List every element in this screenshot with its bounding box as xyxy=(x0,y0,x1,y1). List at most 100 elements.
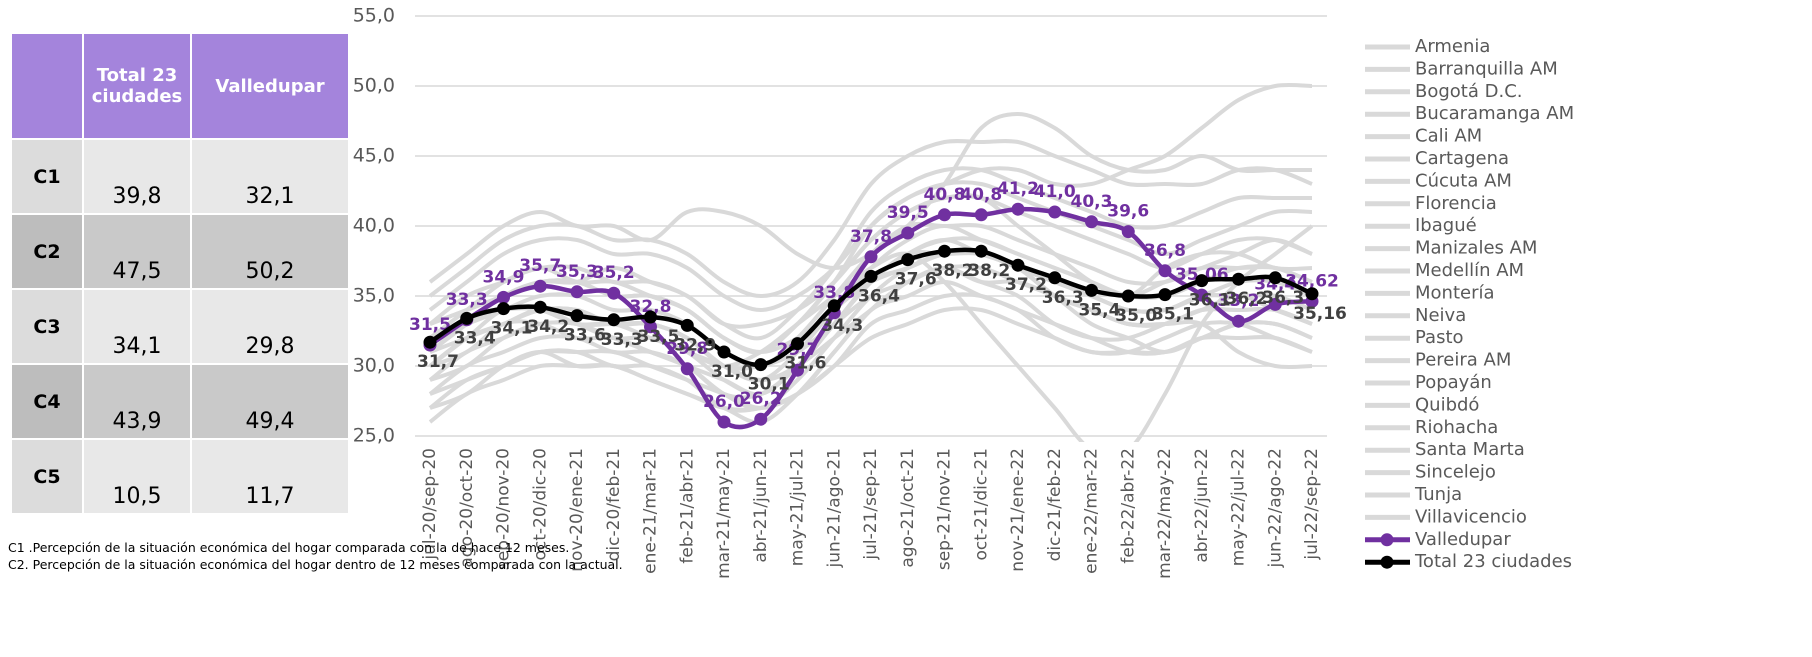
data-label: 26,2 xyxy=(740,389,782,409)
x-tick-label: may-22/jul-22 xyxy=(1229,448,1249,566)
y-tick-label: 55,0 xyxy=(353,5,395,27)
data-point xyxy=(1195,274,1209,288)
table-cell: C4 xyxy=(10,363,84,440)
data-label: 33,5 xyxy=(638,327,680,347)
data-label: 34,9 xyxy=(483,267,525,287)
data-point xyxy=(901,226,915,240)
legend-label: Tunja xyxy=(1414,484,1462,505)
x-tick-label: nov-21/ene-22 xyxy=(1008,448,1028,572)
data-label: 36,8 xyxy=(1144,241,1186,261)
x-tick-label: ago-21/oct-21 xyxy=(898,448,918,568)
x-tick-label: dic-20/feb-21 xyxy=(604,448,624,561)
x-tick-label: sep-20/nov-20 xyxy=(494,448,514,570)
x-tick-label: jun-21/ago-21 xyxy=(824,448,844,568)
data-point xyxy=(754,358,768,372)
legend-marker xyxy=(1380,555,1394,569)
data-label: 29,7 xyxy=(777,340,819,360)
table-cell: 50,2 xyxy=(190,213,350,290)
data-label: 35,16 xyxy=(1293,304,1347,324)
legend-label: Quibdó xyxy=(1415,394,1479,415)
summary-table: Total 23 ciudades Valledupar C1 39,8 32,1 C… xyxy=(10,32,350,515)
data-point xyxy=(1121,225,1135,239)
table-row: C2 47,5 50,2 xyxy=(10,213,350,290)
table-row: C5 10,5 11,7 xyxy=(10,438,350,515)
table-cell: C5 xyxy=(10,438,84,515)
data-label: 32,8 xyxy=(630,297,672,317)
data-point xyxy=(974,244,988,258)
x-tick-label: nov-20/ene-21 xyxy=(567,448,587,572)
data-point xyxy=(791,363,804,377)
x-tick-label: ago-20/oct-20 xyxy=(457,448,477,568)
data-label: 37,6 xyxy=(895,270,937,290)
data-label: 31,6 xyxy=(785,354,827,374)
grid: 25,0 30,0 35,0 40,0 45,0 50,0 55,0 jul-20/sep-2… xyxy=(353,5,1327,579)
y-tick-label: 50,0 xyxy=(353,75,395,97)
data-point xyxy=(1011,202,1025,216)
data-label: 38,2 xyxy=(968,261,1010,281)
data-point xyxy=(1195,288,1209,302)
header-row: Total 23 ciudades Valledupar xyxy=(10,32,350,140)
data-point xyxy=(1085,283,1098,297)
x-tick-label: feb-22/abr-22 xyxy=(1118,448,1138,564)
series-line xyxy=(428,166,1312,341)
x-tick-label: jul-22/sep-22 xyxy=(1302,448,1322,561)
series-line xyxy=(429,306,1313,412)
data-point xyxy=(570,285,584,299)
data-label: 29,8 xyxy=(666,339,708,359)
legend-label: Valledupar xyxy=(1415,529,1511,550)
labels: 31,5 33,3 34,935,735,335,2 32,8 29,8 26,026,2… xyxy=(409,179,1347,430)
y-tick-label: 25,0 xyxy=(353,425,395,447)
x-tick-label: jun-22/ago-22 xyxy=(1265,448,1285,568)
data-point xyxy=(1232,272,1245,286)
data-label: 32,9 xyxy=(674,335,716,355)
table-cell: 10,5 xyxy=(82,438,192,515)
data-point xyxy=(1048,271,1062,285)
x-tick-label: feb-21/abr-21 xyxy=(677,448,697,564)
x-tick-label: mar-21/may-21 xyxy=(714,448,734,579)
table-cell: 11,7 xyxy=(190,438,350,515)
data-point xyxy=(791,337,804,351)
data-label: 35,7 xyxy=(519,256,561,276)
data-label: 33,2 xyxy=(1218,291,1260,311)
data-label: 40,8 xyxy=(960,185,1002,205)
data-label: 33,6 xyxy=(564,326,606,346)
legend-label: Bucaramanga AM xyxy=(1415,103,1574,124)
x-tick-label: oct-20/dic-20 xyxy=(530,448,550,561)
data-label: 31,7 xyxy=(417,352,459,372)
data-label: 36,3 xyxy=(1042,288,1084,308)
data-point xyxy=(570,309,584,323)
x-tick-label: jul-20/sep-20 xyxy=(420,448,440,561)
legend-label: Santa Marta xyxy=(1415,439,1525,460)
data-label: 34,1 xyxy=(491,319,533,339)
data-label: 33,3 xyxy=(446,290,488,310)
data-point xyxy=(864,269,878,283)
data-point xyxy=(901,253,915,267)
data-label: 34,3 xyxy=(821,316,863,336)
data-label: 35,3 xyxy=(556,262,598,282)
legend-label: Neiva xyxy=(1415,305,1466,326)
legend-label: Riohacha xyxy=(1415,417,1498,438)
data-label: 36,2 xyxy=(1226,289,1268,309)
table-row: C3 34,1 29,8 xyxy=(10,288,350,365)
x-tick-label: oct-21/dic-21 xyxy=(971,448,991,561)
data-point xyxy=(644,320,657,334)
y-tick-label: 40,0 xyxy=(353,215,395,237)
x-tick-label: abr-21/jun-21 xyxy=(751,448,771,563)
x-tick-label: abr-22/jun-22 xyxy=(1192,448,1212,563)
table-row: C4 43,9 49,4 xyxy=(10,363,350,440)
header-cell: Valledupar xyxy=(190,32,350,140)
data-label: 31,0 xyxy=(711,362,753,382)
data-label: 35,2 xyxy=(593,263,635,283)
x-tick-label: dic-21/feb-22 xyxy=(1045,448,1065,561)
data-label: 37,2 xyxy=(1005,275,1047,295)
table-cell: C1 xyxy=(10,138,84,215)
data-point xyxy=(1158,264,1172,278)
data-label: 33,3 xyxy=(601,330,643,350)
table-cell: C2 xyxy=(10,213,84,290)
data-label: 41,0 xyxy=(1034,182,1076,202)
legend-label: Total 23 ciudades xyxy=(1414,551,1572,572)
data-point xyxy=(680,362,694,376)
table-cell: 34,1 xyxy=(82,288,192,365)
